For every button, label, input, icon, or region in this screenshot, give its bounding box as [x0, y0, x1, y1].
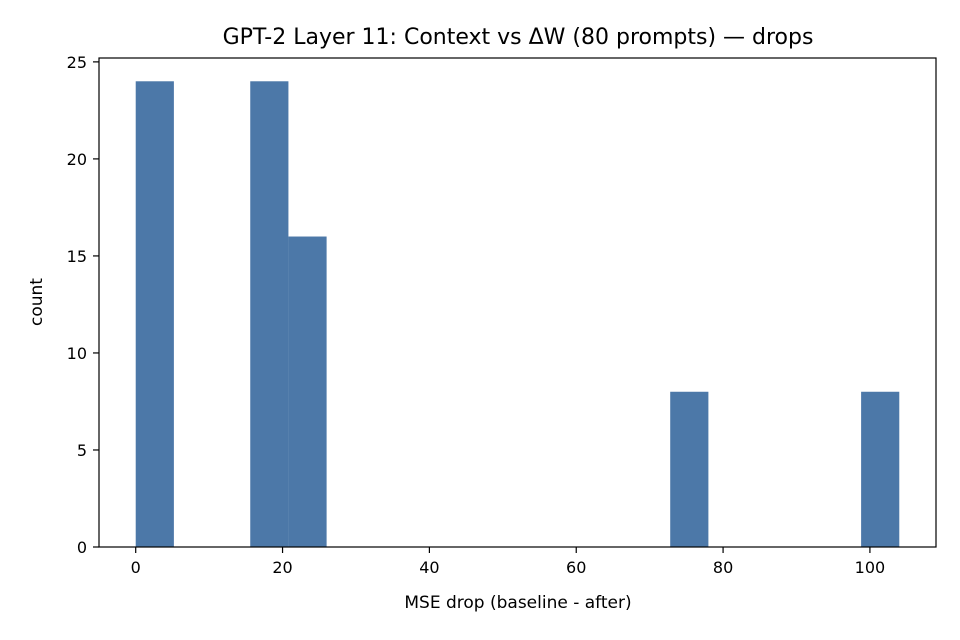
bars-group [135, 81, 900, 548]
histogram-bar-4 [861, 391, 900, 547]
y-tick-label-5: 25 [67, 53, 87, 72]
y-tick-label-3: 15 [67, 247, 87, 266]
x-tick-label-3: 60 [566, 558, 586, 577]
x-axis-ticks: 0 20 40 60 80 100 [131, 547, 886, 577]
histogram-bar-0 [135, 81, 174, 548]
x-tick-label-1: 20 [272, 558, 292, 577]
x-tick-label-5: 100 [855, 558, 886, 577]
x-tick-label-2: 40 [419, 558, 439, 577]
histogram-bar-3 [670, 391, 709, 547]
y-tick-label-0: 0 [77, 538, 87, 557]
y-axis-ticks: 0 5 10 15 20 25 [67, 53, 99, 557]
x-tick-label-0: 0 [131, 558, 141, 577]
chart-title: GPT-2 Layer 11: Context vs ΔW (80 prompt… [223, 25, 814, 50]
y-tick-label-1: 5 [77, 441, 87, 460]
y-axis-label: count [27, 278, 47, 326]
y-tick-label-4: 20 [67, 150, 87, 169]
histogram-bar-2 [288, 236, 327, 547]
x-axis-label: MSE drop (baseline - after) [404, 593, 631, 613]
plot-frame [98, 57, 937, 548]
histogram-bar-1 [250, 81, 289, 548]
y-tick-label-2: 10 [67, 344, 87, 363]
x-tick-label-4: 80 [713, 558, 733, 577]
